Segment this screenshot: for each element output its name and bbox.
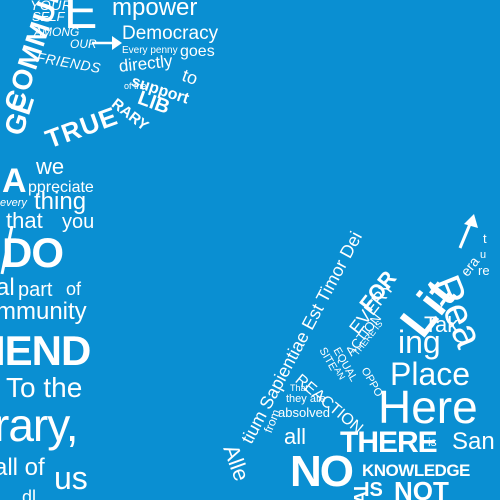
word-all-of: all of <box>0 454 45 481</box>
word-dl: dl <box>22 487 37 500</box>
word-true: TRUE <box>41 100 122 155</box>
word-goes: goes <box>180 43 215 60</box>
word-t: t <box>483 231 487 246</box>
word-part: part <box>18 279 53 301</box>
slash-mark-icon <box>0 226 14 275</box>
word-u: u <box>480 249 487 261</box>
word-e-large: E <box>64 0 98 39</box>
word-mpower: mpower <box>112 0 198 21</box>
word-san: San <box>452 428 495 455</box>
word-that: that <box>6 208 43 233</box>
word-rary-comma: rary, <box>0 399 79 451</box>
word-to-the: To the <box>6 372 83 403</box>
arrow-right-icon <box>92 36 122 50</box>
word-al: al <box>0 274 15 301</box>
word-they-are: they are <box>286 393 326 405</box>
word-us: us <box>54 460 88 496</box>
word-every-penny: Every penny <box>122 45 178 56</box>
word-of-the: of the <box>124 81 147 91</box>
word-here: Here <box>378 381 478 433</box>
word-you: you <box>62 211 95 233</box>
word-is-caps: IS <box>364 479 383 500</box>
word-appreciate: ppreciate <box>28 179 94 196</box>
word-alle: Alle <box>218 441 255 485</box>
word-taking: Tak <box>424 312 459 337</box>
word-that-small: That <box>290 383 309 393</box>
word-our: OUR <box>70 37 97 51</box>
word-place: Place <box>390 356 471 392</box>
word-not: NOT <box>394 476 449 500</box>
word-your: YOUR <box>30 0 73 13</box>
word-re: re <box>478 263 490 278</box>
arrow-up-icon <box>458 214 478 249</box>
word-absolved: absolved <box>278 405 331 420</box>
word-a-large: A <box>2 162 27 200</box>
word-all: all <box>284 424 307 449</box>
word-every: every <box>0 197 27 209</box>
word-iend: IEND <box>0 327 91 374</box>
word-democracy: Democracy <box>122 23 219 44</box>
word-do: DO <box>2 229 64 276</box>
word-no: NO <box>290 447 354 496</box>
word-we: we <box>36 154 65 179</box>
word-self: SELF <box>32 9 65 24</box>
word-ing: ing <box>398 324 441 360</box>
word-there-caps: THERE <box>340 426 438 459</box>
word-of: of <box>66 279 82 299</box>
word-thing: thing <box>34 188 87 215</box>
word-to: to <box>179 65 201 89</box>
word-knowledge: KNOWLEDGE <box>362 461 470 480</box>
word-directly: directly <box>117 51 174 76</box>
word-mmunity: mmunity <box>0 298 87 325</box>
word-among: AMONG <box>34 25 80 39</box>
word-is: is <box>428 435 437 449</box>
